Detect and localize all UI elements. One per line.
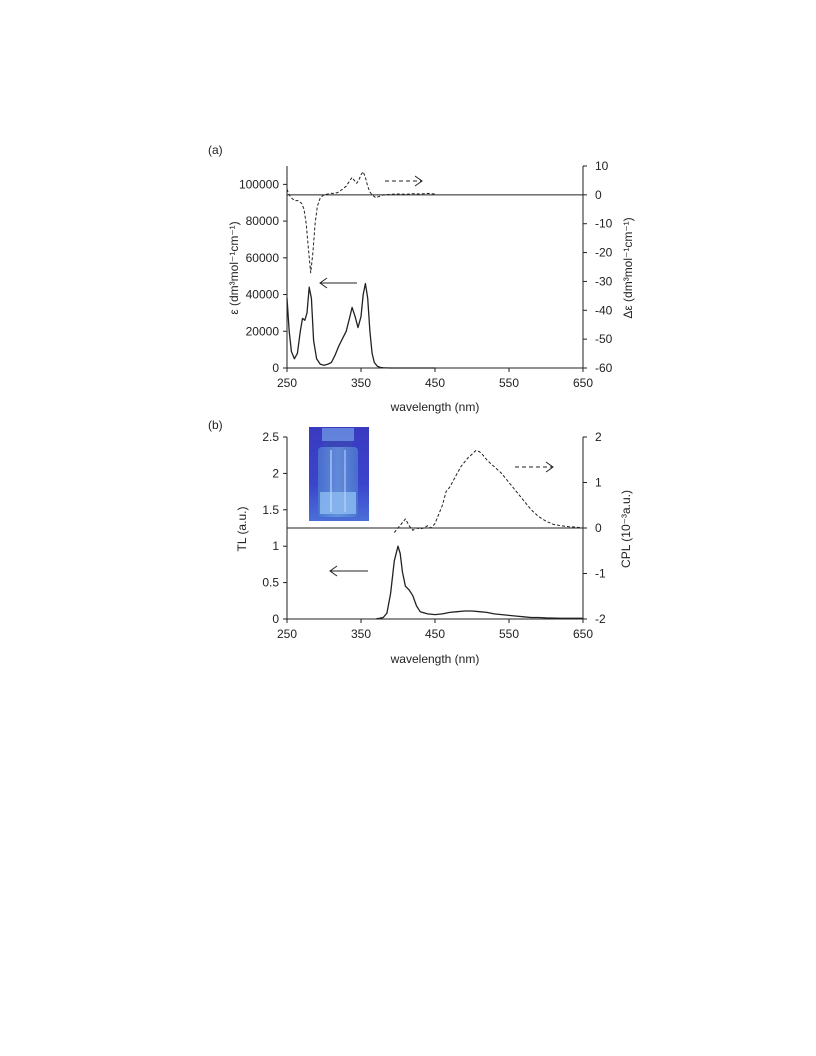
panel-a-arrows [319, 175, 423, 289]
panel-a-yr-tick-label: -10 [595, 217, 613, 231]
panel-a-yr-tick-label: 0 [595, 188, 602, 202]
panel-a-x-tick-label: 650 [573, 376, 593, 390]
panel-b-series-right-line [393, 450, 584, 533]
vial-photo-inset [309, 427, 369, 521]
panel-a-axes [286, 166, 584, 369]
panel-b-yl-tick-label: 0.5 [262, 576, 279, 590]
panel-a-x-tick-label: 550 [499, 376, 519, 390]
panel-a-x-tick-label: 350 [351, 376, 371, 390]
panel-a-yl-tick-label: 20000 [246, 324, 280, 338]
panel-b-yl-tick-label: 2.5 [262, 430, 279, 444]
panel-b-series-left-line [375, 545, 583, 620]
panel-b-yl-tick-label: 1.5 [262, 503, 279, 517]
panel-b-yl-tick-label: 0 [272, 612, 279, 626]
panel-b-x-tick-label: 450 [425, 627, 445, 641]
panel-b-yl-tick-label: 2 [272, 466, 279, 480]
panel-a-series-left-line [286, 282, 435, 369]
panel-a-yl-tick-label: 40000 [246, 288, 280, 302]
panel-a-label: (a) [208, 143, 223, 157]
panel-a-ylabel-left: ε (dm³mol⁻¹cm⁻¹) [227, 221, 241, 314]
panel-b-yr-tick-label: -2 [595, 612, 606, 626]
panel-b-ticks: 250 350 450 550 650 0 0.5 1 1.5 2 2.5 -2 -1 0 1 2 [262, 430, 606, 641]
panel-b-xlabel: wavelength (nm) [390, 652, 480, 666]
panel-a-yl-tick-label: 100000 [239, 177, 279, 191]
panel-a-yr-tick-label: -60 [595, 361, 613, 375]
panel-b-yr-tick-label: 0 [595, 521, 602, 535]
panel-a-yr-tick-label: 10 [595, 159, 609, 173]
panel-b-x-tick-label: 550 [499, 627, 519, 641]
panel-a-yl-tick-label: 80000 [246, 214, 280, 228]
panel-a-yr-tick-label: -30 [595, 274, 613, 288]
panel-b-ylabel-right: CPL (10⁻³a.u.) [619, 490, 633, 568]
right-axis-arrowhead [545, 461, 554, 473]
panel-a-xlabel: wavelength (nm) [390, 400, 480, 414]
panel-a-ylabel-right: Δε (dm³mol⁻¹cm⁻¹) [621, 217, 635, 318]
panel-b-series [375, 450, 584, 620]
panel-b-arrows [329, 461, 554, 577]
left-axis-arrowhead [329, 565, 338, 577]
right-axis-arrowhead [414, 175, 423, 187]
panel-b-yr-tick-label: 2 [595, 430, 602, 444]
panel-a-yl-tick-label: 60000 [246, 251, 280, 265]
panel-b-ylabel-left: TL (a.u.) [235, 507, 249, 552]
panel-a-ticks: 250 350 450 550 650 0 20000 40000 60000 80000 1000… [239, 159, 613, 390]
panel-a-x-tick-label: 450 [425, 376, 445, 390]
panel-a-yr-tick-label: -40 [595, 303, 613, 317]
panel-b-x-tick-label: 250 [277, 627, 297, 641]
panel-a: (a) 250 350 450 550 650 0 20000 40000 60000 80000… [208, 143, 635, 414]
panel-b-x-tick-label: 650 [573, 627, 593, 641]
left-axis-arrowhead [319, 277, 328, 289]
panel-b-x-tick-label: 350 [351, 627, 371, 641]
panel-b-yl-tick-label: 1 [272, 539, 279, 553]
panel-b-label: (b) [208, 418, 223, 432]
panel-b: (b) 250 350 450 550 650 0 0.5 1 1.5 2 2.5 -2 -1 0 1 2 [208, 418, 633, 666]
panel-a-yr-tick-label: -20 [595, 246, 613, 260]
panel-a-series-right-line [286, 171, 436, 274]
panel-a-series [286, 171, 436, 369]
panel-a-yl-tick-label: 0 [272, 361, 279, 375]
panel-b-yr-tick-label: 1 [595, 476, 602, 490]
panel-a-yr-tick-label: -50 [595, 332, 613, 346]
panel-b-yr-tick-label: -1 [595, 567, 606, 581]
panel-a-x-tick-label: 250 [277, 376, 297, 390]
